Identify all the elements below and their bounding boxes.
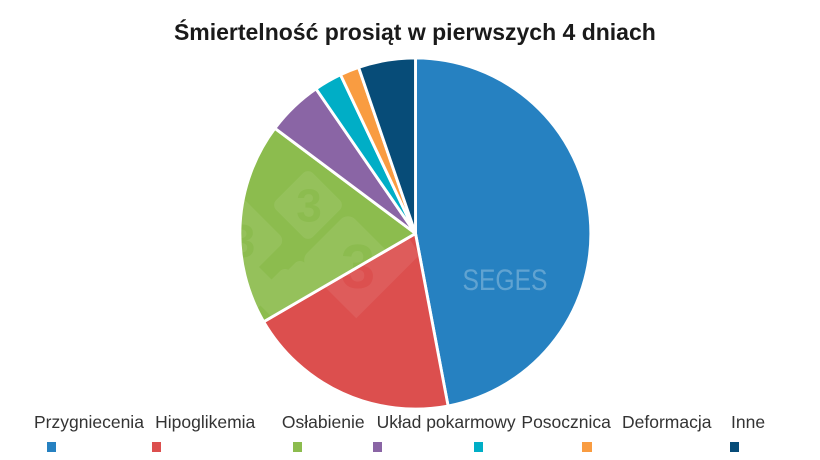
svg-text:SEGES: SEGES: [463, 264, 548, 297]
